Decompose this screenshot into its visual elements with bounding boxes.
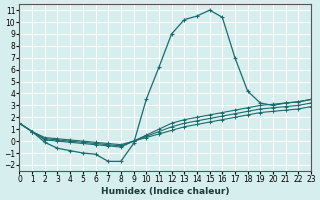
X-axis label: Humidex (Indice chaleur): Humidex (Indice chaleur) bbox=[101, 187, 229, 196]
